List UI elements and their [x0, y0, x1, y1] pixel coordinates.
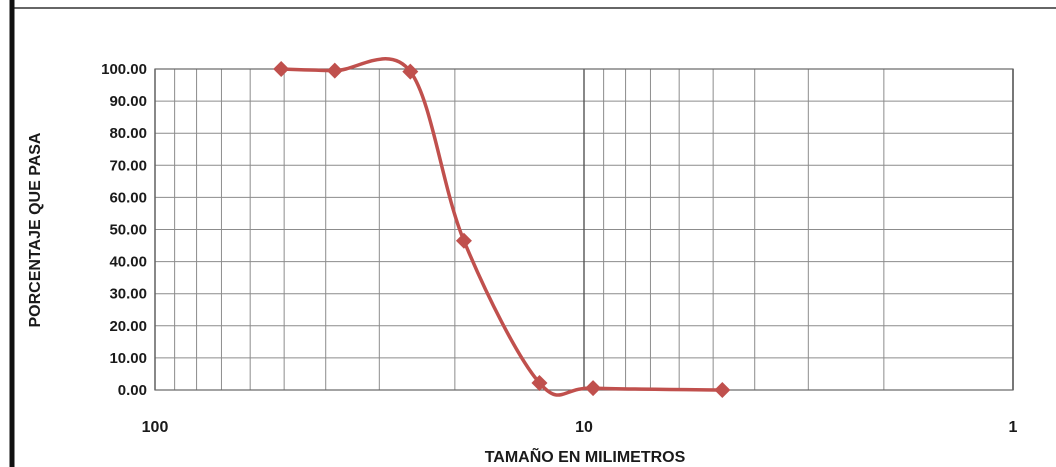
x-tick-labels: 100 10 1: [142, 419, 1018, 436]
y-axis-title: PORCENTAJE QUE PASA: [27, 132, 44, 327]
series-markers: [273, 61, 731, 398]
y-tick-label: 90.00: [109, 93, 147, 110]
y-tick-label: 80.00: [109, 125, 147, 142]
y-tick-label: 30.00: [109, 286, 147, 303]
y-tick-labels: 0.00 10.00 20.00 30.00 40.00 50.00 60.00 70.00 8…: [101, 61, 147, 399]
y-tick-label: 100.00: [101, 61, 147, 78]
data-point-marker: [273, 61, 290, 77]
grid: [154, 68, 1014, 391]
data-point-marker: [326, 62, 343, 79]
y-tick-label: 10.00: [109, 350, 147, 367]
y-tick-label: 60.00: [109, 189, 147, 206]
x-tick-label: 100: [142, 419, 169, 436]
data-point-marker: [402, 63, 419, 80]
y-tick-label: 70.00: [109, 157, 147, 174]
y-tick-label: 40.00: [109, 254, 147, 271]
y-tick-label: 0.00: [118, 382, 147, 399]
data-point-marker: [455, 232, 472, 249]
data-point-marker: [714, 382, 731, 398]
data-point-marker: [585, 380, 602, 397]
x-tick-label: 10: [575, 419, 593, 436]
data-point-marker: [531, 374, 548, 391]
y-tick-label: 20.00: [109, 318, 147, 335]
x-axis-title: TAMAÑO EN MILIMETROS: [485, 446, 686, 466]
x-tick-label: 1: [1009, 419, 1018, 436]
y-tick-label: 50.00: [109, 222, 147, 239]
